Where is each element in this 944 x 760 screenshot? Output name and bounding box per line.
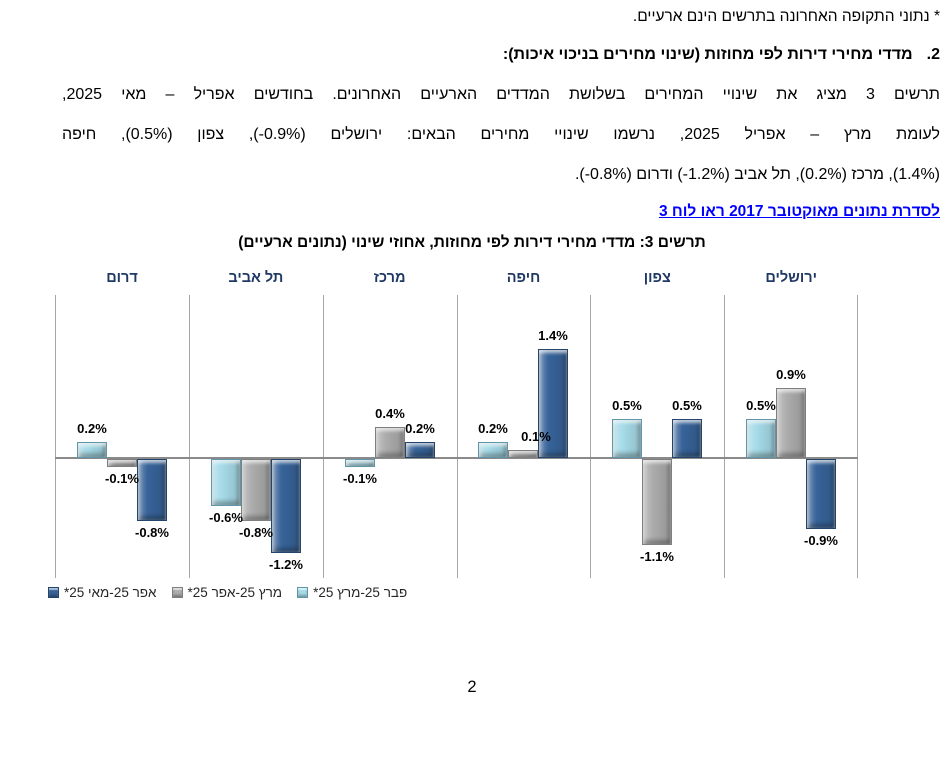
- text-segment: , חיפה: [62, 126, 126, 143]
- section-heading-text: מדדי מחירי דירות לפי מחוזות (שינוי מחירי…: [502, 46, 913, 63]
- page-number: 2: [467, 678, 477, 696]
- chart-title: תרשים 3: מדדי מחירי דירות לפי מחוזות, אח…: [238, 234, 706, 251]
- panel-header-2: צפון: [643, 270, 671, 286]
- bar-value-label: -0.8%: [135, 525, 169, 540]
- legend-marker-icon: [297, 587, 309, 598]
- panel-header-5: תל אביב: [228, 270, 284, 286]
- bar-חיפה-אפר 25-מאי 25*: [538, 349, 568, 458]
- bar-דרום-מרץ 25-אפר 25*: [107, 459, 137, 467]
- panel-separator-line: [323, 295, 324, 578]
- text-segment: .: [574, 166, 580, 183]
- bar-value-label: 0.5%: [672, 398, 702, 413]
- legend-label: מרץ 25-אפר 25*: [187, 585, 283, 600]
- paragraph-line-2: לעומת מרץ – אפריל 2025, נרשמו שינויי מחי…: [62, 126, 940, 144]
- panel-separator-line: [189, 295, 190, 578]
- legend-label: פבר 25-מרץ 25*: [313, 585, 408, 600]
- bar-value-label: 1.4%: [538, 328, 568, 343]
- bar-מרכז-מרץ 25-אפר 25*: [375, 427, 405, 458]
- text-segment: , מרכז: [846, 166, 893, 183]
- section-number: 2.: [926, 46, 940, 63]
- bar-value-label: 0.2%: [77, 421, 107, 436]
- legend-item: אפר 25-מאי 25*: [48, 585, 157, 600]
- bar-value-label: -0.6%: [209, 510, 243, 525]
- paragraph-line-3: (1.4%), מרכז (0.2%), תל אביב (-1.2%) ודר…: [62, 166, 940, 184]
- paragraph-line-1: תרשים 3 מציג את שינויי המחירים בשלושת המ…: [62, 86, 940, 103]
- panel-header-6: דרום: [106, 270, 138, 286]
- chart-legend: אפר 25-מאי 25* מרץ 25-אפר 25* פבר 25-מרץ 2…: [48, 585, 407, 600]
- bar-value-label: -1.1%: [640, 549, 674, 564]
- legend-marker-icon: [48, 587, 59, 598]
- panel-separator-line: [55, 295, 56, 578]
- legend-item: פבר 25-מרץ 25*: [297, 585, 407, 600]
- bar-מרכז-פבר 25-מרץ 25*: [345, 459, 375, 467]
- legend-label: אפר 25-מאי 25*: [64, 585, 157, 600]
- bar-value-label: -0.1%: [343, 471, 377, 486]
- bar-value-label: -0.9%: [804, 533, 838, 548]
- text-segment: לעומת מרץ – אפריל 2025, נרשמו שינויי מחי…: [305, 126, 941, 143]
- text-segment: , תל אביב: [729, 166, 800, 183]
- section-heading: 2. מדדי מחירי דירות לפי מחוזות (שינוי מח…: [62, 46, 940, 64]
- bar-צפון-אפר 25-מאי 25*: [672, 419, 702, 458]
- series-table-link[interactable]: לסדרת נתונים מאוקטובר 2017 ראו לוח 3: [658, 203, 940, 220]
- bar-value-label: 0.2%: [478, 421, 508, 436]
- panel-separator-line: [457, 295, 458, 578]
- panel-separator-line: [724, 295, 725, 578]
- bar-value-label: 0.2%: [405, 421, 435, 436]
- bar-value-label: -0.8%: [239, 525, 273, 540]
- bar-דרום-פבר 25-מרץ 25*: [77, 442, 107, 458]
- bar-ירושלים-פבר 25-מרץ 25*: [746, 419, 776, 458]
- text-segment: (-1.2%): [677, 166, 730, 183]
- bar-תל אביב-אפר 25-מאי 25*: [271, 459, 301, 553]
- bar-value-label: -0.1%: [105, 471, 139, 486]
- bar-ירושלים-מרץ 25-אפר 25*: [776, 388, 806, 458]
- text-segment: (0.5%): [125, 126, 173, 143]
- bar-צפון-פבר 25-מרץ 25*: [612, 419, 642, 458]
- text-segment: , צפון: [172, 126, 254, 143]
- bar-value-label: 0.9%: [776, 367, 806, 382]
- panel-header-1: ירושלים: [765, 270, 817, 286]
- legend-marker-icon: [171, 587, 183, 598]
- bar-צפון-מרץ 25-אפר 25*: [642, 459, 672, 545]
- bar-דרום-אפר 25-מאי 25*: [137, 459, 167, 521]
- panel-separator-line: [590, 295, 591, 578]
- panel-separator-line: [857, 295, 858, 578]
- panel-header-3: חיפה: [506, 270, 541, 286]
- text-segment: (-0.8%): [579, 166, 632, 183]
- bar-value-label: -1.2%: [269, 557, 303, 572]
- bar-תל אביב-מרץ 25-אפר 25*: [241, 459, 271, 521]
- text-segment: (1.4%): [892, 166, 940, 183]
- bar-מרכז-אפר 25-מאי 25*: [405, 442, 435, 458]
- text-segment: ודרום: [631, 166, 678, 183]
- legend-item: מרץ 25-אפר 25*: [171, 585, 283, 600]
- text-segment: (-0.9%): [253, 126, 306, 143]
- chart-plot: 0.5% 0.5% 0.2% -0.1% -0.6% 0.2% 0.9% -1.1% 0.1% 0…: [55, 295, 858, 578]
- bar-חיפה-פבר 25-מרץ 25*: [478, 442, 508, 458]
- bar-value-label: 0.5%: [612, 398, 642, 413]
- panel-header-4: מרכז: [373, 270, 406, 286]
- zero-axis-line: [55, 457, 858, 459]
- bar-חיפה-מרץ 25-אפר 25*: [508, 450, 538, 458]
- bar-value-label: 0.1%: [521, 429, 551, 444]
- bar-ירושלים-אפר 25-מאי 25*: [806, 459, 836, 529]
- bar-value-label: 0.5%: [746, 398, 776, 413]
- text-segment: (0.2%): [799, 166, 847, 183]
- footnote-provisional-data: * נתוני התקופה האחרונה בתרשים הינם ארעיי…: [632, 8, 940, 25]
- bar-תל אביב-פבר 25-מרץ 25*: [211, 459, 241, 506]
- bar-value-label: 0.4%: [375, 406, 405, 421]
